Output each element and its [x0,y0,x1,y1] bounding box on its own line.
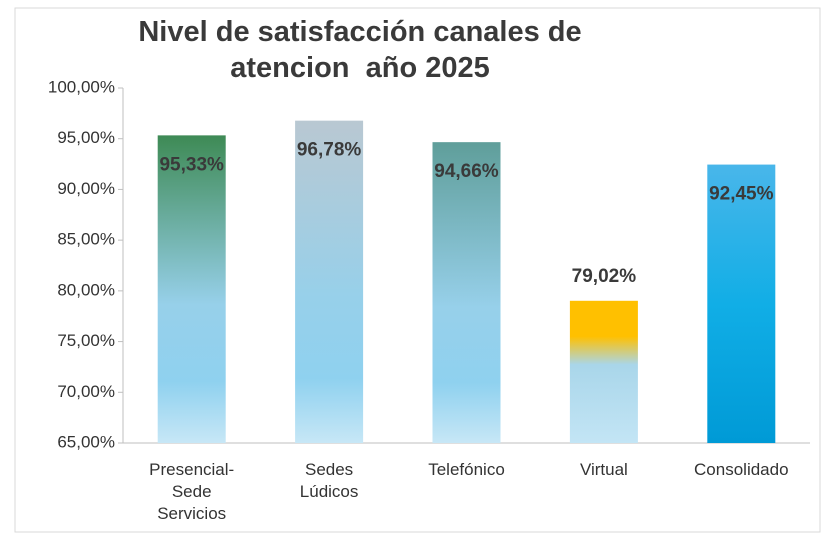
bar [157,135,226,444]
x-tick-label: Consolidado [694,460,789,479]
bar [569,300,638,443]
y-tick-label: 75,00% [57,331,115,350]
x-tick-label: Virtual [579,460,628,479]
bar [432,142,501,444]
y-tick-label: 70,00% [57,382,115,401]
y-tick-label: 95,00% [57,128,115,147]
bar [707,164,776,444]
data-label: 79,02% [572,266,637,287]
y-tick-label: 90,00% [57,179,115,198]
data-label: 92,45% [709,184,774,205]
data-label: 94,66% [434,161,499,182]
chart-title: Nivel de satisfacción canales de atencio… [138,16,590,84]
y-tick-label: 100,00% [48,77,115,96]
data-label: 96,78% [297,140,362,161]
chart-border [14,7,821,533]
x-tick-label: Telefónico [428,460,505,479]
y-tick-label: 80,00% [57,280,115,299]
x-tick-label: Presencial-Sede Servicios [149,460,235,523]
x-tick-label: Sedes Lúdicos [299,460,359,501]
y-tick-label: 65,00% [57,432,115,451]
data-label: 95,33% [159,154,224,175]
y-tick-label: 85,00% [57,230,115,249]
bar [295,120,364,443]
